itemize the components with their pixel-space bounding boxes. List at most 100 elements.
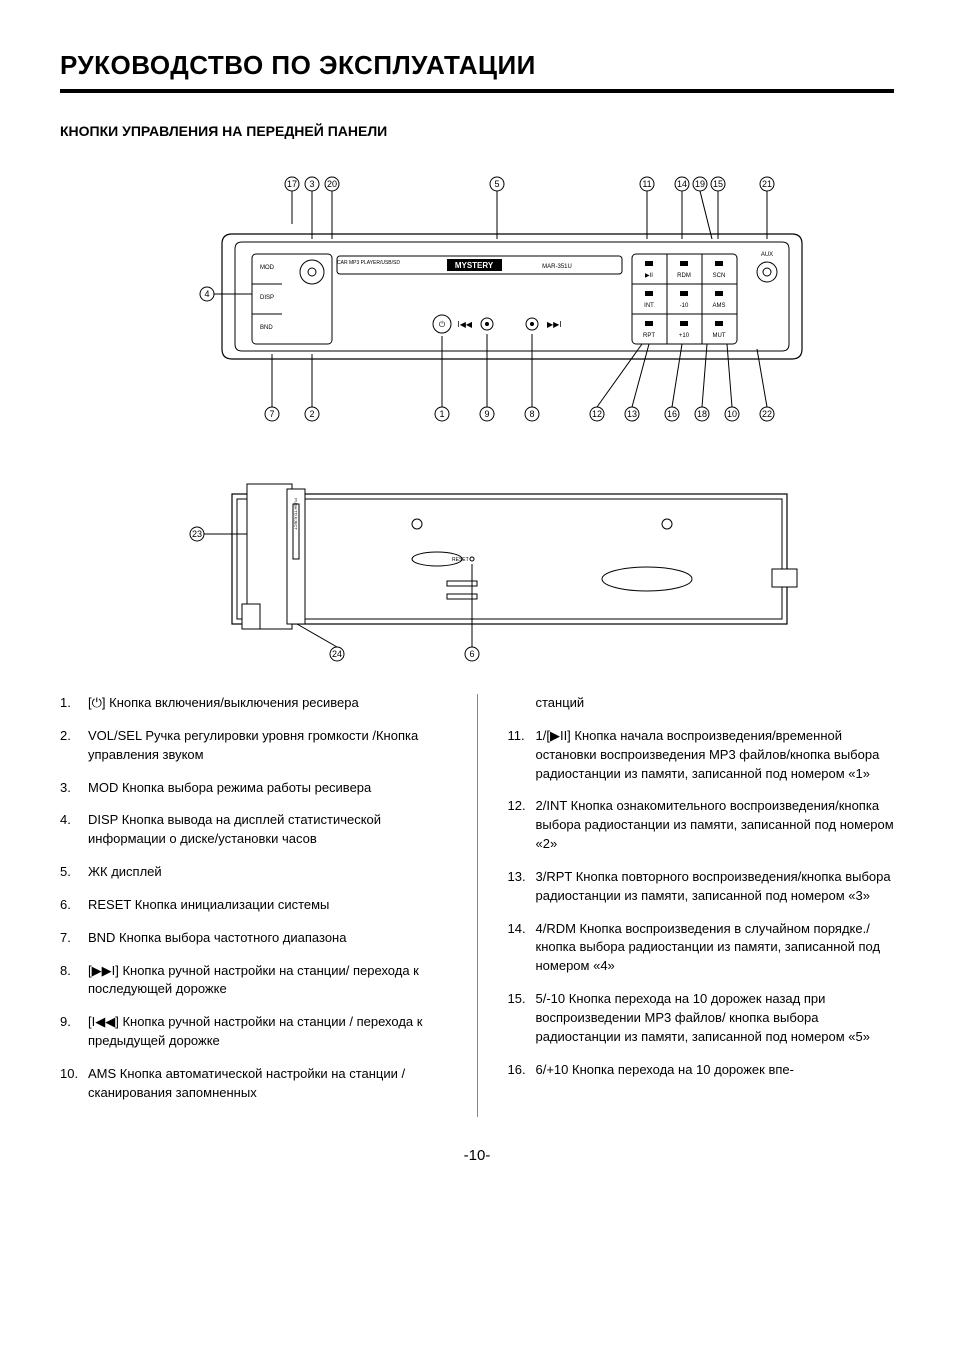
list-item: 16.6/+10 Кнопка перехода на 10 дорожек в… <box>508 1061 895 1080</box>
item-text: 5/-10 Кнопка перехода на 10 дорожек наза… <box>536 990 895 1047</box>
list-item: 11.1/[▶II] Кнопка начала воспроизведения… <box>508 727 895 784</box>
list-item: 5.ЖК дисплей <box>60 863 447 882</box>
item-text: 3/RPT Кнопка повторного воспроизведения/… <box>536 868 895 906</box>
callout-3: 3 <box>309 179 314 189</box>
push-eject-label: PUSH TO EJECT <box>294 498 299 530</box>
callout-17: 17 <box>287 179 297 189</box>
btn-mut: MUT <box>713 333 726 339</box>
list-item: 8.[▶▶I] Кнопка ручной настройки на станц… <box>60 962 447 1000</box>
item-text: BND Кнопка выбора частотного диапазона <box>88 929 447 948</box>
section-title: КНОПКИ УПРАВЛЕНИЯ НА ПЕРЕДНЕЙ ПАНЕЛИ <box>60 123 894 139</box>
item-text: RESET Кнопка инициализации системы <box>88 896 447 915</box>
callout-10: 10 <box>727 409 737 419</box>
model-label: MAR-351U <box>542 264 572 270</box>
list-item: 2.VOL/SEL Ручка регулировки уровня громк… <box>60 727 447 765</box>
btn-plus10: +10 <box>679 333 690 339</box>
item-text: [▶▶I] Кнопка ручной настройки на станции… <box>88 962 447 1000</box>
item-number: 11. <box>508 727 536 784</box>
item-number: 5. <box>60 863 88 882</box>
item-number: 8. <box>60 962 88 1000</box>
item-number: 12. <box>508 797 536 854</box>
item-text: MOD Кнопка выбора режима работы ресивера <box>88 779 447 798</box>
btn-minus10: -10 <box>680 303 689 309</box>
column-divider <box>477 694 478 1117</box>
page-title: РУКОВОДСТВО ПО ЭКСПЛУАТАЦИИ <box>60 50 894 93</box>
item-number: 7. <box>60 929 88 948</box>
item-text: DISP Кнопка вывода на дисплей статистиче… <box>88 811 447 849</box>
callout-19: 19 <box>695 179 705 189</box>
callout-8: 8 <box>529 409 534 419</box>
callout-4: 4 <box>204 289 209 299</box>
list-item: 15.5/-10 Кнопка перехода на 10 дорожек н… <box>508 990 895 1047</box>
callout-15: 15 <box>713 179 723 189</box>
item-text: AMS Кнопка автоматической настройки на с… <box>88 1065 447 1103</box>
callout-5: 5 <box>494 179 499 189</box>
btn-ams: AMS <box>712 303 725 309</box>
aux-label: AUX <box>761 252 773 258</box>
right-column: станций 11.1/[▶II] Кнопка начала воспроиз… <box>508 694 895 1117</box>
description-columns: 1.[⏻] Кнопка включения/выключения ресиве… <box>60 694 894 1117</box>
btn-rdm: RDM <box>677 273 691 279</box>
item-number: 2. <box>60 727 88 765</box>
btn-bnd: BND <box>260 325 273 331</box>
reset-label: RESET <box>452 557 469 563</box>
svg-text:▶▶I: ▶▶I <box>547 320 562 329</box>
item-text: VOL/SEL Ручка регулировки уровня громкос… <box>88 727 447 765</box>
callout-24: 24 <box>332 649 342 659</box>
svg-text:I◀◀: I◀◀ <box>457 320 472 329</box>
callout-12: 12 <box>592 409 602 419</box>
brand-label: MYSTERY <box>455 261 494 270</box>
item-text: [I◀◀] Кнопка ручной настройки на станции… <box>88 1013 447 1051</box>
list-item: 1.[⏻] Кнопка включения/выключения ресиве… <box>60 694 447 713</box>
item-text: 1/[▶II] Кнопка начала воспроизведения/вр… <box>536 727 895 784</box>
list-item: станций <box>508 694 895 713</box>
item-text: ЖК дисплей <box>88 863 447 882</box>
panel-small-text: CAR MP3 PLAYER/USB/SD <box>337 260 400 266</box>
item-number: 15. <box>508 990 536 1047</box>
item-number: 10. <box>60 1065 88 1103</box>
callout-14: 14 <box>677 179 687 189</box>
item-number: 9. <box>60 1013 88 1051</box>
list-item: 14.4/RDM Кнопка воспроизведения в случай… <box>508 920 895 977</box>
callout-7: 7 <box>269 409 274 419</box>
list-item: 4.DISP Кнопка вывода на дисплей статисти… <box>60 811 447 849</box>
svg-text:⏻: ⏻ <box>439 320 446 329</box>
callout-21: 21 <box>762 179 772 189</box>
item-number: 3. <box>60 779 88 798</box>
item-text: [⏻] Кнопка включения/выключения ресивера <box>88 694 447 713</box>
item-number: 4. <box>60 811 88 849</box>
callout-18: 18 <box>697 409 707 419</box>
left-column: 1.[⏻] Кнопка включения/выключения ресиве… <box>60 694 447 1117</box>
btn-mod: MOD <box>260 265 275 271</box>
page-number: -10- <box>60 1147 894 1164</box>
callout-23: 23 <box>192 529 202 539</box>
item-text: 6/+10 Кнопка перехода на 10 дорожек впе- <box>536 1061 895 1080</box>
item-number: 16. <box>508 1061 536 1080</box>
btn-scn: SCN <box>713 273 726 279</box>
list-item: 12.2/INT Кнопка ознакомительного воспрои… <box>508 797 895 854</box>
chassis-diagram: 23 PUSH TO EJECT RESET 24 6 <box>60 469 894 669</box>
item-text: 4/RDM Кнопка воспроизведения в случайном… <box>536 920 895 977</box>
callout-16: 16 <box>667 409 677 419</box>
front-panel-diagram: 17 3 20 5 11 14 19 15 21 4 CAR MP3 PLAYE… <box>60 164 894 444</box>
btn-disp: DISP <box>260 295 274 301</box>
item-number: 1. <box>60 694 88 713</box>
callout-11: 11 <box>642 179 651 189</box>
item-number: 13. <box>508 868 536 906</box>
btn-rpt: RPT <box>643 333 655 339</box>
list-item: 9.[I◀◀] Кнопка ручной настройки на станц… <box>60 1013 447 1051</box>
list-item: 10.AMS Кнопка автоматической настройки н… <box>60 1065 447 1103</box>
list-item: 13.3/RPT Кнопка повторного воспроизведен… <box>508 868 895 906</box>
callout-22: 22 <box>762 409 772 419</box>
callout-20: 20 <box>327 179 337 189</box>
callout-2: 2 <box>309 409 314 419</box>
item-number <box>508 694 536 713</box>
item-number: 6. <box>60 896 88 915</box>
callout-13: 13 <box>627 409 637 419</box>
btn-int: INT <box>644 303 654 309</box>
list-item: 7.BND Кнопка выбора частотного диапазона <box>60 929 447 948</box>
list-item: 3.MOD Кнопка выбора режима работы ресиве… <box>60 779 447 798</box>
callout-1: 1 <box>439 409 444 419</box>
callout-6: 6 <box>469 649 474 659</box>
item-text: 2/INT Кнопка ознакомительного воспроизве… <box>536 797 895 854</box>
